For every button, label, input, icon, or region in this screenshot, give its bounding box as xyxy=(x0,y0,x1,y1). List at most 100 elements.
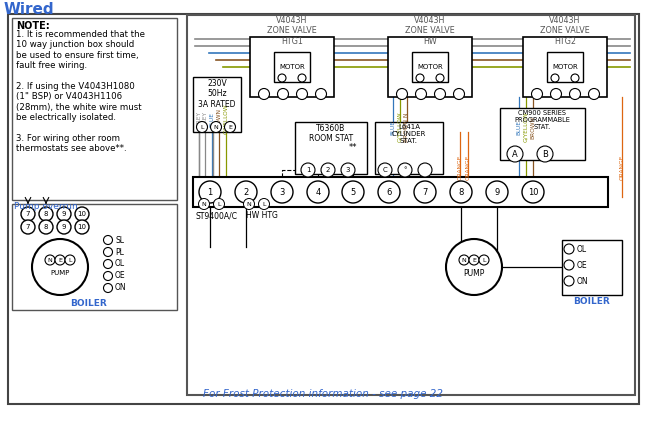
Text: 4: 4 xyxy=(315,187,321,197)
Circle shape xyxy=(214,198,225,209)
Text: 8: 8 xyxy=(458,187,464,197)
Circle shape xyxy=(486,181,508,203)
Text: L: L xyxy=(217,201,221,206)
Bar xyxy=(193,177,608,207)
Circle shape xyxy=(21,207,35,221)
Circle shape xyxy=(321,163,335,177)
Circle shape xyxy=(278,74,286,82)
Text: 3: 3 xyxy=(280,187,285,197)
Text: N: N xyxy=(247,201,252,206)
Text: 1. It is recommended that the
10 way junction box should
be used to ensure first: 1. It is recommended that the 10 way jun… xyxy=(16,30,145,154)
Bar xyxy=(562,240,622,295)
Text: V4043H
ZONE VALVE
HTG1: V4043H ZONE VALVE HTG1 xyxy=(267,16,317,46)
Circle shape xyxy=(271,181,293,203)
Circle shape xyxy=(397,89,408,100)
Circle shape xyxy=(210,122,221,133)
Circle shape xyxy=(104,260,113,268)
Bar xyxy=(193,77,241,132)
Text: 9: 9 xyxy=(61,224,66,230)
Circle shape xyxy=(537,146,553,162)
Circle shape xyxy=(259,198,270,209)
Circle shape xyxy=(296,89,307,100)
Bar xyxy=(500,108,585,160)
Circle shape xyxy=(104,235,113,244)
Circle shape xyxy=(301,163,315,177)
Text: ON: ON xyxy=(115,284,127,292)
Text: L: L xyxy=(482,257,486,262)
Circle shape xyxy=(307,181,329,203)
Circle shape xyxy=(342,181,364,203)
Circle shape xyxy=(378,181,400,203)
Text: BROWN: BROWN xyxy=(531,116,536,138)
Text: L: L xyxy=(262,201,266,206)
Circle shape xyxy=(45,255,55,265)
Circle shape xyxy=(522,181,544,203)
Circle shape xyxy=(298,74,306,82)
Text: For Frost Protection information - see page 22: For Frost Protection information - see p… xyxy=(203,389,443,399)
Circle shape xyxy=(55,255,65,265)
Text: SL: SL xyxy=(115,235,124,244)
Circle shape xyxy=(454,89,465,100)
Circle shape xyxy=(564,244,574,254)
Text: L: L xyxy=(201,124,204,130)
Text: E: E xyxy=(472,257,476,262)
Circle shape xyxy=(104,284,113,292)
Text: 7: 7 xyxy=(26,224,30,230)
Circle shape xyxy=(75,207,89,221)
Text: G/YELLOW: G/YELLOW xyxy=(223,104,228,134)
Text: 10: 10 xyxy=(78,224,87,230)
Text: BOILER: BOILER xyxy=(70,299,106,308)
Text: MOTOR: MOTOR xyxy=(552,64,578,70)
Circle shape xyxy=(39,207,53,221)
Text: 2: 2 xyxy=(326,167,330,173)
Circle shape xyxy=(225,122,236,133)
Text: 7: 7 xyxy=(422,187,428,197)
Text: 8: 8 xyxy=(44,224,49,230)
Text: N: N xyxy=(202,201,206,206)
Circle shape xyxy=(378,163,392,177)
Circle shape xyxy=(316,89,327,100)
Text: 1: 1 xyxy=(208,187,213,197)
Text: NOTE:: NOTE: xyxy=(16,21,50,31)
Text: CM900 SERIES
PROGRAMMABLE
STAT.: CM900 SERIES PROGRAMMABLE STAT. xyxy=(514,110,570,130)
Circle shape xyxy=(531,89,542,100)
Circle shape xyxy=(341,163,355,177)
Circle shape xyxy=(416,74,424,82)
Circle shape xyxy=(589,89,600,100)
Bar xyxy=(12,204,177,310)
Circle shape xyxy=(564,260,574,270)
Text: BLUE: BLUE xyxy=(391,119,395,135)
Circle shape xyxy=(459,255,469,265)
Bar xyxy=(250,37,334,97)
Text: PL: PL xyxy=(115,247,124,257)
Text: BLUE: BLUE xyxy=(210,111,215,127)
Circle shape xyxy=(414,181,436,203)
Text: G/YELLOW: G/YELLOW xyxy=(523,112,529,142)
Circle shape xyxy=(243,198,254,209)
Text: BROWN: BROWN xyxy=(217,108,221,130)
Text: 10: 10 xyxy=(528,187,538,197)
Text: N: N xyxy=(461,257,466,262)
Text: GREY: GREY xyxy=(197,111,201,127)
Circle shape xyxy=(278,89,289,100)
Text: 2: 2 xyxy=(243,187,248,197)
Text: MOTOR: MOTOR xyxy=(417,64,443,70)
Circle shape xyxy=(104,247,113,257)
Text: MOTOR: MOTOR xyxy=(279,64,305,70)
Text: ORANGE: ORANGE xyxy=(457,154,463,180)
Text: T6360B
ROOM STAT: T6360B ROOM STAT xyxy=(309,124,353,143)
Circle shape xyxy=(32,239,88,295)
Circle shape xyxy=(436,74,444,82)
Circle shape xyxy=(507,146,523,162)
Text: OL: OL xyxy=(115,260,125,268)
Circle shape xyxy=(199,181,221,203)
Bar xyxy=(12,18,177,200)
Circle shape xyxy=(57,207,71,221)
Circle shape xyxy=(65,255,75,265)
Text: OE: OE xyxy=(115,271,126,281)
Circle shape xyxy=(197,122,208,133)
Circle shape xyxy=(415,89,426,100)
Text: 5: 5 xyxy=(351,187,356,197)
Bar xyxy=(375,122,443,174)
Text: ORANGE: ORANGE xyxy=(619,154,624,180)
